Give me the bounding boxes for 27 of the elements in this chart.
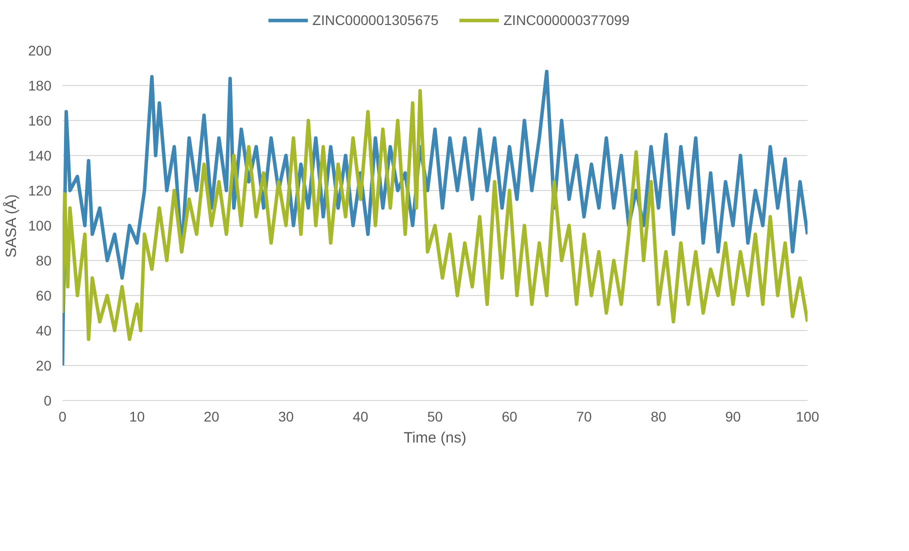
legend-label: ZINC000000377099: [504, 12, 630, 28]
y-tick-label: 80: [36, 252, 52, 268]
legend-label: ZINC000001305675: [312, 12, 438, 28]
y-tick-label: 0: [44, 392, 52, 408]
y-tick-label: 60: [36, 288, 52, 304]
y-tick-label: 160: [28, 112, 52, 128]
x-tick-label: 90: [725, 408, 741, 424]
x-tick-label: 20: [204, 408, 220, 424]
y-tick-label: 200: [28, 42, 52, 58]
x-tick-label: 80: [650, 408, 666, 424]
x-tick-label: 30: [278, 408, 294, 424]
y-tick-label: 100: [28, 218, 52, 234]
y-tick-label: 120: [28, 182, 52, 198]
y-axis-title: SASA (Å): [2, 194, 20, 258]
x-axis-title: Time (ns): [404, 430, 466, 446]
y-tick-label: 140: [28, 148, 52, 164]
y-tick-label: 40: [36, 322, 52, 338]
x-tick-label: 0: [58, 408, 67, 424]
x-tick-label: 100: [796, 408, 820, 424]
x-tick-label: 40: [352, 408, 368, 424]
x-tick-label: 50: [427, 408, 443, 424]
y-tick-label: 20: [36, 358, 52, 374]
x-tick-label: 10: [129, 408, 145, 424]
y-tick-label: 180: [28, 78, 52, 94]
x-tick-label: 70: [576, 408, 592, 424]
x-tick-label: 60: [502, 408, 518, 424]
line-series: [62, 89, 808, 341]
